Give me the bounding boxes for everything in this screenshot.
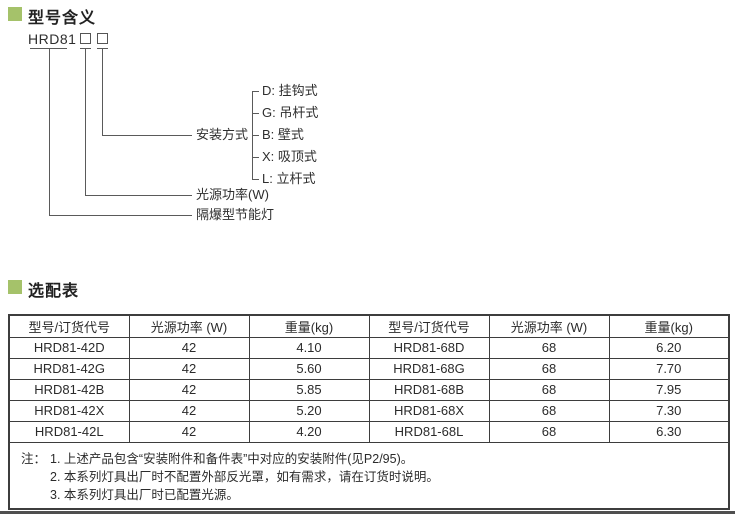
- cell-model: HRD81-68B: [368, 378, 490, 401]
- table-row: HRD81-42X 42 5.20 HRD81-68X 68 7.30: [8, 399, 730, 422]
- cell-model: HRD81-42D: [8, 336, 130, 359]
- connector-vertical-series: [49, 49, 50, 215]
- cell-weight: 5.85: [248, 378, 370, 401]
- underline-box-2: [97, 48, 108, 49]
- cell-model: HRD81-68X: [368, 399, 490, 422]
- table-row: HRD81-42B 42 5.85 HRD81-68B 68 7.95: [8, 378, 730, 401]
- cell-weight: 4.20: [248, 420, 370, 443]
- cell-power: 42: [128, 357, 250, 380]
- cell-power: 42: [128, 420, 250, 443]
- selection-table: 型号/订货代号 光源功率 (W) 重量(kg) 型号/订货代号 光源功率 (W)…: [8, 314, 730, 510]
- notes-row: 注： 1. 上述产品包含“安装附件和备件表”中对应的安装附件(见P2/95)。 …: [8, 441, 730, 509]
- cell-power: 68: [488, 336, 610, 359]
- cell-model: HRD81-68L: [368, 420, 490, 443]
- note-line-3: 3. 本系列灯具出厂时已配置光源。: [50, 487, 239, 502]
- series-label: 隔爆型节能灯: [196, 207, 275, 222]
- section-title-model-meaning: 型号含义: [28, 10, 97, 27]
- mount-option-ceiling: X: 吸顶式: [262, 149, 317, 164]
- cell-power: 68: [488, 357, 610, 380]
- col-header-weight-right: 重量(kg): [608, 314, 730, 338]
- col-header-model-left: 型号/订货代号: [8, 314, 130, 338]
- cell-weight: 7.95: [608, 378, 730, 401]
- page-bottom-divider: [0, 511, 735, 514]
- col-header-power-right: 光源功率 (W): [488, 314, 610, 338]
- bracket-tick-5: [252, 179, 259, 180]
- connector-horizontal-series: [49, 215, 192, 216]
- power-label: 光源功率(W): [196, 187, 269, 202]
- cell-weight: 6.30: [608, 420, 730, 443]
- table-row: HRD81-42D 42 4.10 HRD81-68D 68 6.20: [8, 336, 730, 359]
- mount-option-hook: D: 挂钩式: [262, 83, 318, 98]
- cell-model: HRD81-68G: [368, 357, 490, 380]
- bracket-tick-1: [252, 91, 259, 92]
- cell-weight: 7.30: [608, 399, 730, 422]
- mount-option-pendant: G: 吊杆式: [262, 105, 319, 120]
- connector-vertical-mounting: [102, 49, 103, 135]
- note-line-2: 2. 本系列灯具出厂时不配置外部反光罩，如有需求，请在订货时说明。: [50, 469, 439, 484]
- model-digit-box-1: [80, 33, 91, 44]
- model-prefix-text: HRD81 -: [28, 31, 86, 47]
- notes-items: 1. 上述产品包含“安装附件和备件表”中对应的安装附件(见P2/95)。 2. …: [50, 450, 439, 504]
- cell-power: 42: [128, 378, 250, 401]
- cell-weight: 7.70: [608, 357, 730, 380]
- section-title-selection-table: 选配表: [28, 283, 80, 300]
- mounting-method-label: 安装方式: [196, 127, 249, 142]
- underline-model: [30, 48, 67, 49]
- cell-model: HRD81-42L: [8, 420, 130, 443]
- note-line-1: 1. 上述产品包含“安装附件和备件表”中对应的安装附件(见P2/95)。: [50, 451, 414, 466]
- cell-weight: 4.10: [248, 336, 370, 359]
- connector-vertical-power: [85, 49, 86, 195]
- section-bullet-square: [8, 280, 22, 294]
- notes-block: 注： 1. 上述产品包含“安装附件和备件表”中对应的安装附件(见P2/95)。 …: [21, 450, 718, 504]
- table-header-row: 型号/订货代号 光源功率 (W) 重量(kg) 型号/订货代号 光源功率 (W)…: [8, 314, 730, 338]
- connector-horizontal-mounting: [102, 135, 192, 136]
- model-digit-box-2: [97, 33, 108, 44]
- cell-weight: 5.20: [248, 399, 370, 422]
- cell-model: HRD81-42B: [8, 378, 130, 401]
- section-bullet-square: [8, 7, 22, 21]
- cell-power: 68: [488, 399, 610, 422]
- cell-power: 68: [488, 378, 610, 401]
- mount-option-wall: B: 壁式: [262, 127, 304, 142]
- cell-weight: 6.20: [608, 336, 730, 359]
- col-header-power-left: 光源功率 (W): [128, 314, 250, 338]
- cell-model: HRD81-42X: [8, 399, 130, 422]
- cell-model: HRD81-68D: [368, 336, 490, 359]
- cell-weight: 5.60: [248, 357, 370, 380]
- col-header-weight-left: 重量(kg): [248, 314, 370, 338]
- table-row: HRD81-42G 42 5.60 HRD81-68G 68 7.70: [8, 357, 730, 380]
- connector-horizontal-power: [85, 195, 192, 196]
- cell-power: 42: [128, 399, 250, 422]
- cell-model: HRD81-42G: [8, 357, 130, 380]
- cell-power: 68: [488, 420, 610, 443]
- table-row: HRD81-42L 42 4.20 HRD81-68L 68 6.30: [8, 420, 730, 443]
- bracket-tick-2: [252, 113, 259, 114]
- bracket-tick-3: [252, 135, 259, 136]
- col-header-model-right: 型号/订货代号: [368, 314, 490, 338]
- cell-power: 42: [128, 336, 250, 359]
- notes-prefix: 注：: [21, 451, 47, 466]
- underline-box-1: [80, 48, 91, 49]
- mount-option-pole: L: 立杆式: [262, 171, 316, 186]
- notes-cell: 注： 1. 上述产品包含“安装附件和备件表”中对应的安装附件(见P2/95)。 …: [8, 441, 730, 509]
- bracket-tick-4: [252, 157, 259, 158]
